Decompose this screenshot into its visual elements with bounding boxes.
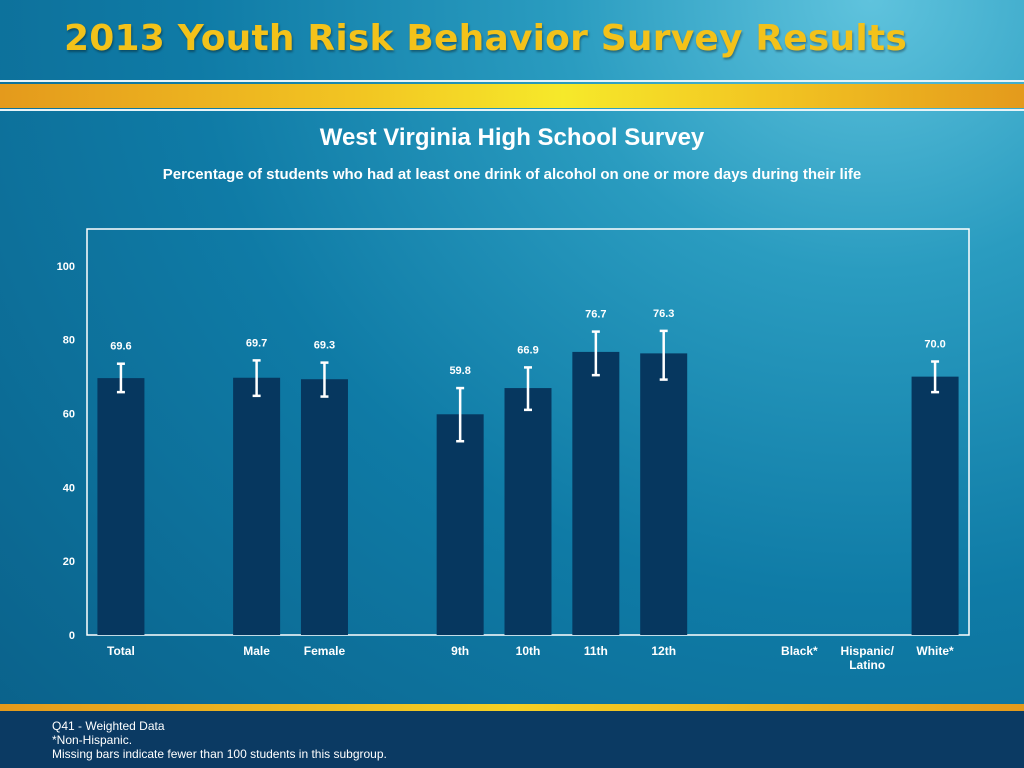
y-tick-label: 0 xyxy=(69,630,75,642)
footer-band xyxy=(0,704,1024,768)
bar xyxy=(436,414,484,635)
y-tick-label: 20 xyxy=(63,556,75,568)
footer-gold-stripe xyxy=(0,704,1024,711)
gold-band xyxy=(0,84,1024,108)
banner-divider-top xyxy=(0,80,1024,82)
bar xyxy=(233,377,281,635)
y-tick-label: 100 xyxy=(57,261,75,273)
data-label: 76.7 xyxy=(585,309,606,321)
bar xyxy=(504,388,552,635)
x-tick-label: 9th xyxy=(451,644,469,658)
bar xyxy=(640,353,688,635)
bar-chart: 0 20 40 60 80 100 69.6 Total 69.7 Male 69.3 Female 5… xyxy=(57,261,959,672)
x-tick-label: Total xyxy=(107,644,135,658)
x-tick-label: 11th xyxy=(584,644,608,658)
data-label: 69.7 xyxy=(246,337,267,349)
x-tick-label: 10th xyxy=(516,644,541,658)
footer-note-nonhispanic: *Non-Hispanic. xyxy=(52,733,133,747)
x-tick-label: Latino xyxy=(849,658,885,672)
chart-title: West Virginia High School Survey xyxy=(319,124,705,151)
y-tick-label: 40 xyxy=(63,482,75,494)
data-label: 69.6 xyxy=(110,341,131,353)
data-label: 70.0 xyxy=(924,339,945,351)
x-tick-label: White* xyxy=(916,644,954,658)
footer-notes: Q41 - Weighted Data *Non-Hispanic. Missi… xyxy=(52,719,387,761)
x-tick-label: Black* xyxy=(781,644,818,658)
banner-title: 2013 Youth Risk Behavior Survey Results xyxy=(64,18,907,59)
banner-divider-bottom xyxy=(0,109,1024,111)
x-tick-label: Male xyxy=(243,644,270,658)
data-label: 69.3 xyxy=(314,340,335,352)
x-tick-label: Hispanic/ xyxy=(841,644,895,658)
bar xyxy=(572,351,620,635)
bar xyxy=(911,376,959,635)
chart-subtitle: Percentage of students who had at least … xyxy=(162,166,862,183)
bar xyxy=(97,378,145,635)
x-tick-label: 12th xyxy=(651,644,676,658)
footer-note-missing: Missing bars indicate fewer than 100 stu… xyxy=(52,747,387,761)
x-tick-label: Female xyxy=(304,644,346,658)
data-label: 66.9 xyxy=(517,344,538,356)
footer-source: Q41 - Weighted Data xyxy=(52,719,165,733)
data-label: 76.3 xyxy=(653,308,674,320)
y-tick-label: 80 xyxy=(63,335,75,347)
y-tick-label: 60 xyxy=(63,409,75,421)
data-label: 59.8 xyxy=(449,365,470,377)
bar xyxy=(300,379,348,635)
